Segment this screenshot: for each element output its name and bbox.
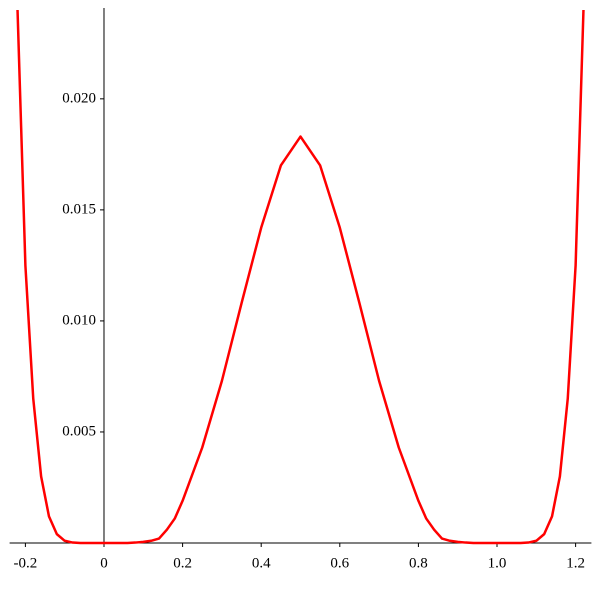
x-tick-label: 0.6 (330, 555, 349, 571)
y-tick-label: 0.005 (62, 423, 96, 439)
y-tick-label: 0.020 (62, 90, 96, 106)
y-tick-label: 0.010 (62, 312, 96, 328)
data-line (16, 9, 585, 545)
x-tick-label: 1.2 (566, 555, 585, 571)
y-tick-label: 0.015 (62, 201, 96, 217)
x-tick-label: 0.8 (409, 555, 428, 571)
x-tick-label: -0.2 (14, 555, 38, 571)
x-tick-label: 0.2 (173, 555, 192, 571)
x-tick-label: 0 (100, 555, 108, 571)
x-tick-label: 0.4 (252, 555, 271, 571)
x-tick-label: 1.0 (488, 555, 507, 571)
